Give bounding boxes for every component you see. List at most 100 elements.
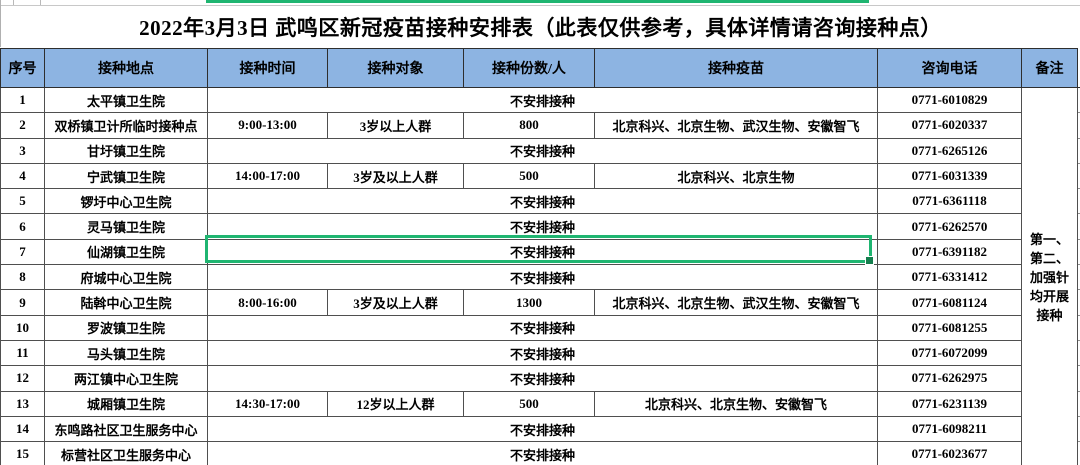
cell-status[interactable]: 不安排接种 [207, 86, 878, 114]
remark-line: 第二、 [1029, 250, 1069, 266]
cell-target[interactable]: 3岁及以上人群 [327, 289, 464, 316]
cell-phone[interactable]: 0771-6231139 [877, 390, 1022, 417]
header-cell-vaccine[interactable]: 接种疫苗 [594, 48, 878, 88]
header-cell-time[interactable]: 接种时间 [207, 48, 328, 88]
cell-vaccine[interactable]: 北京科兴、北京生物、安徽智飞 [594, 390, 878, 417]
cell-phone[interactable]: 0771-6391182 [877, 238, 1022, 266]
cell-place[interactable]: 仙湖镇卫生院 [44, 238, 208, 266]
cell-seq[interactable]: 8 [0, 264, 45, 291]
cell-seq[interactable]: 10 [0, 314, 45, 341]
remark-line: 接种 [1036, 307, 1063, 323]
cell-vaccine[interactable]: 北京科兴、北京生物、武汉生物、安徽智飞 [594, 289, 878, 316]
cell-place[interactable]: 东鸣路社区卫生服务中心 [44, 415, 208, 443]
cell-target[interactable]: 3岁以上人群 [327, 112, 464, 139]
table-header-row: 序号 接种地点 接种时间 接种对象 接种份数/人 接种疫苗 咨询电话 备注 [0, 48, 1080, 88]
cell-status[interactable]: 不安排接种 [207, 264, 878, 291]
cell-place[interactable]: 马头镇卫生院 [44, 339, 208, 367]
cell-place[interactable]: 甘圩镇卫生院 [44, 137, 208, 164]
header-cell-seq[interactable]: 序号 [0, 48, 45, 88]
page-title[interactable]: 2022年3月3日 武鸣区新冠疫苗接种安排表（此表仅供参考，具体详情请咨询接种点… [0, 5, 1080, 49]
cell-place[interactable]: 太平镇卫生院 [44, 86, 208, 114]
gridline-tick [13, 0, 14, 5]
cell-phone[interactable]: 0771-6020337 [877, 112, 1022, 139]
cell-doses[interactable]: 500 [463, 390, 595, 417]
cell-status[interactable]: 不安排接种 [207, 441, 878, 465]
cell-vaccine[interactable]: 北京科兴、北京生物、武汉生物、安徽智飞 [594, 112, 878, 139]
cell-seq[interactable]: 4 [0, 162, 45, 190]
cell-doses[interactable]: 500 [463, 162, 595, 190]
cell-place[interactable]: 宁武镇卫生院 [44, 162, 208, 190]
selection-edge-top [206, 0, 869, 3]
table-row: 4 宁武镇卫生院 14:00-17:00 3岁及以上人群 500 北京科兴、北京… [0, 162, 1080, 190]
cell-seq[interactable]: 2 [0, 112, 45, 139]
cell-seq[interactable]: 7 [0, 238, 45, 266]
cell-target[interactable]: 3岁及以上人群 [327, 162, 464, 190]
sliver-cell [1077, 340, 1080, 367]
table-row: 12 两江镇中心卫生院 不安排接种 0771-6262975 [0, 365, 1080, 392]
cell-target[interactable]: 12岁以上人群 [327, 390, 464, 417]
cell-seq[interactable]: 1 [0, 86, 45, 114]
cell-place[interactable]: 标营社区卫生服务中心 [44, 441, 208, 465]
selection-box[interactable] [205, 235, 874, 265]
cell-phone[interactable]: 0771-6081255 [877, 314, 1022, 341]
cell-place[interactable]: 锣圩中心卫生院 [44, 188, 208, 215]
cell-seq[interactable]: 15 [0, 441, 45, 465]
cell-phone[interactable]: 0771-6262570 [877, 213, 1022, 240]
cell-place[interactable]: 罗波镇卫生院 [44, 314, 208, 341]
sliver-cell [1077, 289, 1080, 316]
cell-phone[interactable]: 0771-6072099 [877, 339, 1022, 367]
cell-seq[interactable]: 5 [0, 188, 45, 215]
table-row: 14 东鸣路社区卫生服务中心 不安排接种 0771-6098211 [0, 415, 1080, 443]
cell-time[interactable]: 14:30-17:00 [207, 390, 328, 417]
remark-merged-cell[interactable]: 第一、 第二、 加强针 均开展 接种 [1021, 86, 1078, 465]
header-cell-place[interactable]: 接种地点 [44, 48, 208, 88]
cell-status[interactable]: 不安排接种 [207, 188, 878, 215]
cell-phone[interactable]: 0771-6081124 [877, 289, 1022, 316]
cell-place[interactable]: 灵马镇卫生院 [44, 213, 208, 240]
cell-phone[interactable]: 0771-6098211 [877, 415, 1022, 443]
cell-status[interactable]: 不安排接种 [207, 314, 878, 341]
remark-line: 第一、 [1029, 231, 1069, 247]
table-row: 1 太平镇卫生院 不安排接种 0771-6010829 第一、 第二、 加强针 … [0, 86, 1080, 465]
cell-time[interactable]: 8:00-16:00 [207, 289, 328, 316]
header-cell-target[interactable]: 接种对象 [327, 48, 464, 88]
cell-place[interactable]: 陆斡中心卫生院 [44, 289, 208, 316]
sliver-cell [1077, 441, 1080, 465]
header-cell-remark[interactable]: 备注 [1021, 48, 1078, 88]
cell-seq[interactable]: 3 [0, 137, 45, 164]
cell-place[interactable]: 城厢镇卫生院 [44, 390, 208, 417]
cell-seq[interactable]: 13 [0, 390, 45, 417]
cell-time[interactable]: 9:00-13:00 [207, 112, 328, 139]
cell-phone[interactable]: 0771-6265126 [877, 137, 1022, 164]
cell-phone[interactable]: 0771-6023677 [877, 441, 1022, 465]
cell-seq[interactable]: 9 [0, 289, 45, 316]
cell-status[interactable]: 不安排接种 [207, 415, 878, 443]
cell-status[interactable]: 不安排接种 [207, 137, 878, 164]
sliver-cell [1077, 264, 1080, 291]
cell-status[interactable]: 不安排接种 [207, 339, 878, 367]
header-cell-doses[interactable]: 接种份数/人 [463, 48, 595, 88]
sliver-cell [1077, 391, 1080, 417]
cell-doses[interactable]: 1300 [463, 289, 595, 316]
cell-phone[interactable]: 0771-6262975 [877, 365, 1022, 392]
header-cell-phone[interactable]: 咨询电话 [877, 48, 1022, 88]
cell-phone[interactable]: 0771-6010829 [877, 86, 1022, 114]
cell-place[interactable]: 双桥镇卫计所临时接种点 [44, 112, 208, 139]
cell-status[interactable]: 不安排接种 [207, 365, 878, 392]
cell-seq[interactable]: 11 [0, 339, 45, 367]
fill-handle[interactable] [865, 256, 874, 265]
sliver-cell [1077, 365, 1080, 392]
cell-seq[interactable]: 6 [0, 213, 45, 240]
cell-phone[interactable]: 0771-6331412 [877, 264, 1022, 291]
cell-phone[interactable]: 0771-6361118 [877, 188, 1022, 215]
cell-place[interactable]: 两江镇中心卫生院 [44, 365, 208, 392]
cell-vaccine[interactable]: 北京科兴、北京生物 [594, 162, 878, 190]
cell-seq[interactable]: 14 [0, 415, 45, 443]
cell-seq[interactable]: 12 [0, 365, 45, 392]
cell-phone[interactable]: 0771-6031339 [877, 162, 1022, 190]
cell-time[interactable]: 14:00-17:00 [207, 162, 328, 190]
cell-place[interactable]: 府城中心卫生院 [44, 264, 208, 291]
sliver-cell [1077, 315, 1080, 341]
cell-doses[interactable]: 800 [463, 112, 595, 139]
